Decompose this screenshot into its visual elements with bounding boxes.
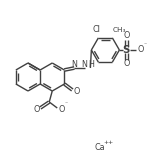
Text: S: S bbox=[123, 45, 130, 55]
Text: ++: ++ bbox=[104, 141, 114, 146]
Text: ⁻: ⁻ bbox=[144, 44, 147, 49]
Text: N: N bbox=[81, 60, 87, 69]
Text: N: N bbox=[71, 60, 77, 69]
Text: Cl: Cl bbox=[92, 25, 100, 34]
Text: H: H bbox=[88, 60, 94, 69]
Text: Ca: Ca bbox=[95, 143, 105, 151]
Text: O: O bbox=[73, 86, 79, 96]
Text: O: O bbox=[33, 105, 39, 115]
Text: O: O bbox=[137, 46, 143, 54]
Text: O: O bbox=[123, 32, 130, 40]
Text: O: O bbox=[58, 104, 64, 114]
Text: CH₃: CH₃ bbox=[113, 27, 126, 33]
Text: O: O bbox=[123, 60, 130, 68]
Text: ⁻: ⁻ bbox=[65, 102, 68, 108]
